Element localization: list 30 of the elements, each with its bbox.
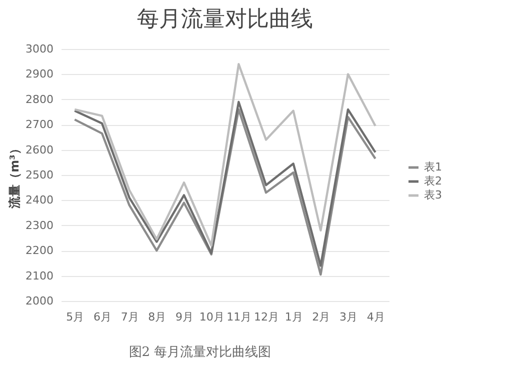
x-tick-label: 10月	[199, 310, 224, 324]
y-tick-label: 2100	[26, 269, 54, 282]
legend-label: 表2	[424, 174, 442, 188]
y-tick-label: 2300	[26, 218, 54, 232]
legend-label: 表1	[424, 160, 442, 174]
legend-label: 表3	[424, 188, 442, 202]
x-tick-label: 2月	[312, 310, 330, 324]
x-tick-label: 8月	[148, 310, 166, 324]
y-tick-label: 2000	[26, 294, 54, 308]
x-tick-label: 1月	[284, 310, 303, 324]
y-tick-label: 2900	[26, 68, 54, 81]
x-tick-label: 6月	[94, 310, 112, 324]
x-tick-label: 11月	[226, 310, 252, 324]
y-tick-label: 2500	[26, 168, 54, 182]
x-tick-label: 7月	[120, 310, 139, 324]
x-tick-label: 9月	[176, 310, 194, 324]
y-tick-label: 2800	[26, 92, 54, 106]
caption: 图2 每月流量对比曲线图	[128, 344, 272, 361]
y-tick-label: 2700	[26, 118, 54, 132]
y-tick-label: 2400	[26, 194, 54, 207]
line-series	[74, 63, 376, 247]
x-tick-label: 12月	[254, 310, 279, 324]
y-axis-title: 流量（m³）	[8, 142, 22, 210]
y-tick-label: 2600	[26, 143, 54, 156]
y-tick-label: 2200	[26, 244, 54, 258]
chart-title: 每月流量对比曲线	[137, 7, 313, 32]
y-tick-label: 3000	[26, 42, 54, 56]
x-tick-label: 5月	[66, 310, 84, 324]
x-tick-label: 3月	[340, 310, 358, 324]
x-tick-label: 4月	[366, 310, 385, 324]
